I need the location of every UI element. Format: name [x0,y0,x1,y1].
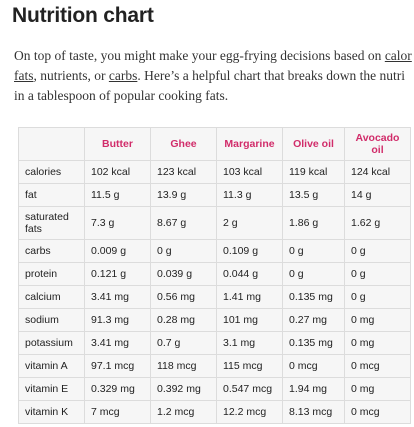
table-cell: 1.2 mcg [150,400,217,424]
table-cell: 124 kcal [344,160,411,184]
table-cell: 14 g [344,183,411,207]
table-cell: 97.1 mcg [84,354,151,378]
table-cell: 7 mcg [84,400,151,424]
row-label: sodium [18,308,85,332]
table-cell: 0.7 g [150,331,217,355]
table-cell: 0 g [282,262,345,286]
column-header [18,127,85,161]
table-cell: 0.121 g [84,262,151,286]
table-cell: 12.2 mcg [216,400,283,424]
table-cell: 0 g [344,239,411,263]
table-cell: 0 mcg [344,354,411,378]
column-header: Avocado oil [344,127,411,161]
header-row: Butter Ghee Margarine Olive oil Avocado oil [18,127,411,161]
table-cell: 7.3 g [84,206,151,240]
table-row: calories 102 kcal 123 kcal 103 kcal 119 kcal… [18,160,411,184]
intro-paragraph: On top of taste, you might make your egg… [14,46,414,106]
table-cell: 13.9 g [150,183,217,207]
intro-text: On top of taste, you might make your egg… [14,48,385,63]
row-label: saturated fats [18,206,85,240]
table-cell: 0.135 mg [282,331,345,355]
intro-link[interactable]: fats [14,68,34,83]
table-cell: 0 mg [344,377,411,401]
intro-link[interactable]: carbs [108,68,138,83]
nutrition-table: Butter Ghee Margarine Olive oil Avocado oil c… [18,127,411,424]
row-label: vitamin A [18,354,85,378]
table-row: potassium 3.41 mg 0.7 g 3.1 mg 0.135 mg 0 mg [18,331,411,355]
column-header: Ghee [150,127,217,161]
table-cell: 118 mcg [150,354,217,378]
table-cell: 3.41 mg [84,285,151,309]
table-row: sodium 91.3 mg 0.28 mg 101 mg 0.27 mg 0 mg [18,308,411,332]
table-cell: 0.329 mg [84,377,151,401]
table-cell: 11.5 g [84,183,151,207]
table-row: vitamin E 0.329 mg 0.392 mg 0.547 mcg 1.94 m… [18,377,411,401]
table-cell: 103 kcal [216,160,283,184]
table-cell: 1.94 mg [282,377,345,401]
table-cell: 91.3 mg [84,308,151,332]
table-cell: 13.5 g [282,183,345,207]
table-cell: 2 g [216,206,283,240]
table-cell: 119 kcal [282,160,345,184]
table-cell: 3.1 mg [216,331,283,355]
table-cell: 0 mg [344,308,411,332]
row-label: calories [18,160,85,184]
intro-line: On top of taste, you might make your egg… [14,46,414,66]
row-label: potassium [18,331,85,355]
table-cell: 1.41 mg [216,285,283,309]
table-cell: 1.62 g [344,206,411,240]
table-cell: 101 mg [216,308,283,332]
table-cell: 0 g [282,239,345,263]
table-cell: 0.28 mg [150,308,217,332]
row-label: carbs [18,239,85,263]
intro-line: fats, nutrients, or carbs. Here’s a help… [14,66,414,86]
table-cell: 0.135 mg [282,285,345,309]
intro-text: , nutrients, or [33,68,109,83]
table-cell: 3.41 mg [84,331,151,355]
table-row: fat 11.5 g 13.9 g 11.3 g 13.5 g 14 g [18,183,411,207]
table-cell: 115 mcg [216,354,283,378]
table-cell: 0.27 mg [282,308,345,332]
table-cell: 0 g [344,262,411,286]
table-cell: 0.044 g [216,262,283,286]
table-cell: 0 g [150,239,217,263]
row-label: vitamin K [18,400,85,424]
page-title: Nutrition chart [12,4,154,27]
table-row: vitamin A 97.1 mcg 118 mcg 115 mcg 0 mcg 0 mc… [18,354,411,378]
table-cell: 0.392 mg [150,377,217,401]
intro-link[interactable]: calor [384,48,412,63]
table-cell: 0.109 g [216,239,283,263]
column-header: Olive oil [282,127,345,161]
row-label: calcium [18,285,85,309]
table-cell: 8.13 mcg [282,400,345,424]
table-cell: 0 g [344,285,411,309]
table-cell: 1.86 g [282,206,345,240]
row-label: protein [18,262,85,286]
table-cell: 0.56 mg [150,285,217,309]
table-cell: 11.3 g [216,183,283,207]
table-cell: 123 kcal [150,160,217,184]
table-cell: 0.009 g [84,239,151,263]
table-cell: 0.039 g [150,262,217,286]
table-cell: 0 mcg [282,354,345,378]
table-cell: 0 mcg [344,400,411,424]
column-header: Margarine [216,127,283,161]
table-cell: 102 kcal [84,160,151,184]
table-cell: 0.547 mcg [216,377,283,401]
intro-text: . Here’s a helpful chart that breaks dow… [137,68,406,83]
intro-line: in a tablespoon of popular cooking fats. [14,86,414,106]
row-label: fat [18,183,85,207]
table-cell: 0 mg [344,331,411,355]
table-cell: 8.67 g [150,206,217,240]
row-label: vitamin E [18,377,85,401]
intro-text: in a tablespoon of popular cooking fats. [14,88,229,103]
column-header: Butter [84,127,151,161]
table-row: calcium 3.41 mg 0.56 mg 1.41 mg 0.135 mg 0 g [18,285,411,309]
